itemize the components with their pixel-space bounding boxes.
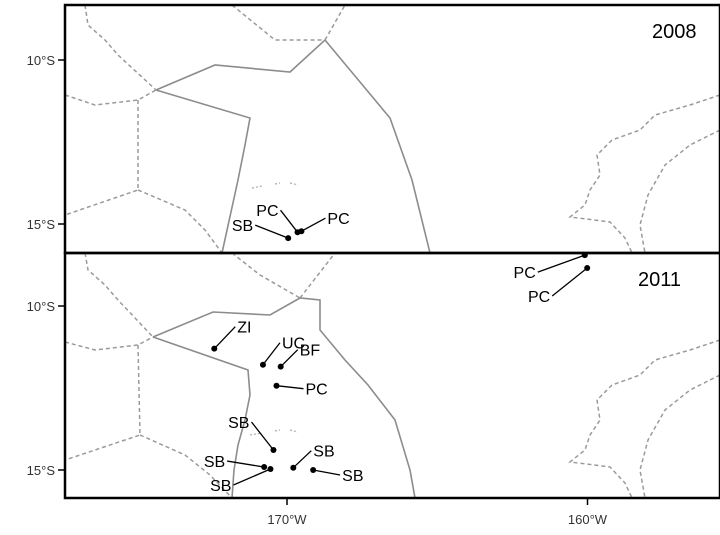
year-label-2011: 2011 [638, 269, 681, 291]
eez-dashed-boundary [568, 94, 720, 253]
site-leader-line [313, 469, 341, 476]
lat-tick-label: 10°S [27, 53, 56, 68]
site-marker [259, 361, 266, 368]
site-label: SB [313, 444, 334, 461]
site-label: ZI [237, 320, 251, 337]
eez-solid-boundary [155, 38, 431, 253]
panel-frame-2008 [63, 3, 720, 255]
eez-dashed-boundary [84, 5, 157, 91]
site-marker [290, 464, 297, 471]
site-leader-line [254, 224, 289, 239]
site-label: SB [228, 415, 249, 432]
site-marker [211, 345, 218, 352]
eez-solid-boundary [152, 297, 416, 498]
lon-tick-label: 160°W [568, 512, 608, 527]
site-leader-line [301, 217, 326, 232]
site-leader-line [233, 468, 271, 486]
site-leader-line [213, 326, 236, 350]
site-label: PC [514, 265, 536, 282]
islet [289, 182, 299, 186]
site-leader-line [537, 254, 586, 273]
site-marker [267, 466, 274, 473]
site-marker [584, 264, 591, 271]
site-label: SB [232, 218, 253, 235]
lon-tick-label: 170°W [267, 512, 307, 527]
eez-solid-boundary [152, 336, 251, 498]
eez-boundaries-2008 [65, 5, 720, 253]
eez-dashed-boundary [65, 344, 141, 461]
islet [251, 185, 263, 189]
eez-dashed-boundary [65, 89, 157, 106]
latitude-axis: 10°S 15°S 10°S 15°S [27, 53, 65, 478]
eez-solid-boundary [155, 89, 251, 253]
site-leader-line [551, 267, 588, 297]
eez-dashed-boundary [231, 253, 301, 299]
site-marker [273, 382, 280, 389]
eez-dashed-boundary [568, 339, 720, 498]
lat-tick-label: 15°S [27, 463, 56, 478]
site-leader-line [276, 385, 304, 390]
year-label-2008: 2008 [652, 21, 697, 43]
longitude-axis: 170°W 160°W [267, 498, 608, 527]
site-leader-line [292, 450, 312, 469]
eez-boundaries-2011 [65, 253, 720, 498]
site-leader-line [262, 342, 281, 366]
site-label: UC [282, 336, 305, 353]
site-label: SB [342, 468, 363, 485]
site-label: BF [300, 343, 321, 360]
site-marker [310, 467, 317, 473]
eez-dashed-boundary [299, 253, 336, 299]
site-label: SB [210, 478, 231, 495]
site-leader-line [280, 209, 299, 233]
site-label: PC [528, 289, 550, 306]
islet [274, 429, 281, 432]
lat-tick-label: 10°S [27, 299, 56, 314]
eez-dashed-boundary [324, 5, 346, 41]
eez-dashed-boundary [84, 253, 154, 338]
eez-dashed-boundary [639, 374, 720, 498]
lat-tick-label: 15°S [27, 217, 56, 232]
eez-dashed-boundary [65, 336, 154, 351]
site-leader-line [250, 421, 274, 451]
islet [289, 429, 299, 433]
panel-frame-2011 [63, 251, 720, 500]
site-marker [285, 235, 292, 242]
site-label: PC [305, 382, 327, 399]
site-label: SB [204, 454, 225, 471]
eez-dashed-boundary [137, 189, 223, 253]
eez-dashed-boundary [139, 434, 233, 498]
site-marker [298, 228, 305, 235]
site-leader-line [227, 460, 265, 468]
site-leader-line [280, 349, 299, 368]
site-label: PC [327, 211, 349, 228]
site-marker [581, 252, 588, 259]
site-label: PC [256, 203, 278, 220]
site-marker [270, 446, 277, 453]
site-marker [261, 464, 268, 471]
eez-dashed-boundary [639, 129, 720, 253]
islet [274, 182, 281, 185]
eez-dashed-boundary [231, 5, 325, 41]
eez-dashed-boundary [65, 100, 139, 216]
site-marker [277, 363, 284, 370]
